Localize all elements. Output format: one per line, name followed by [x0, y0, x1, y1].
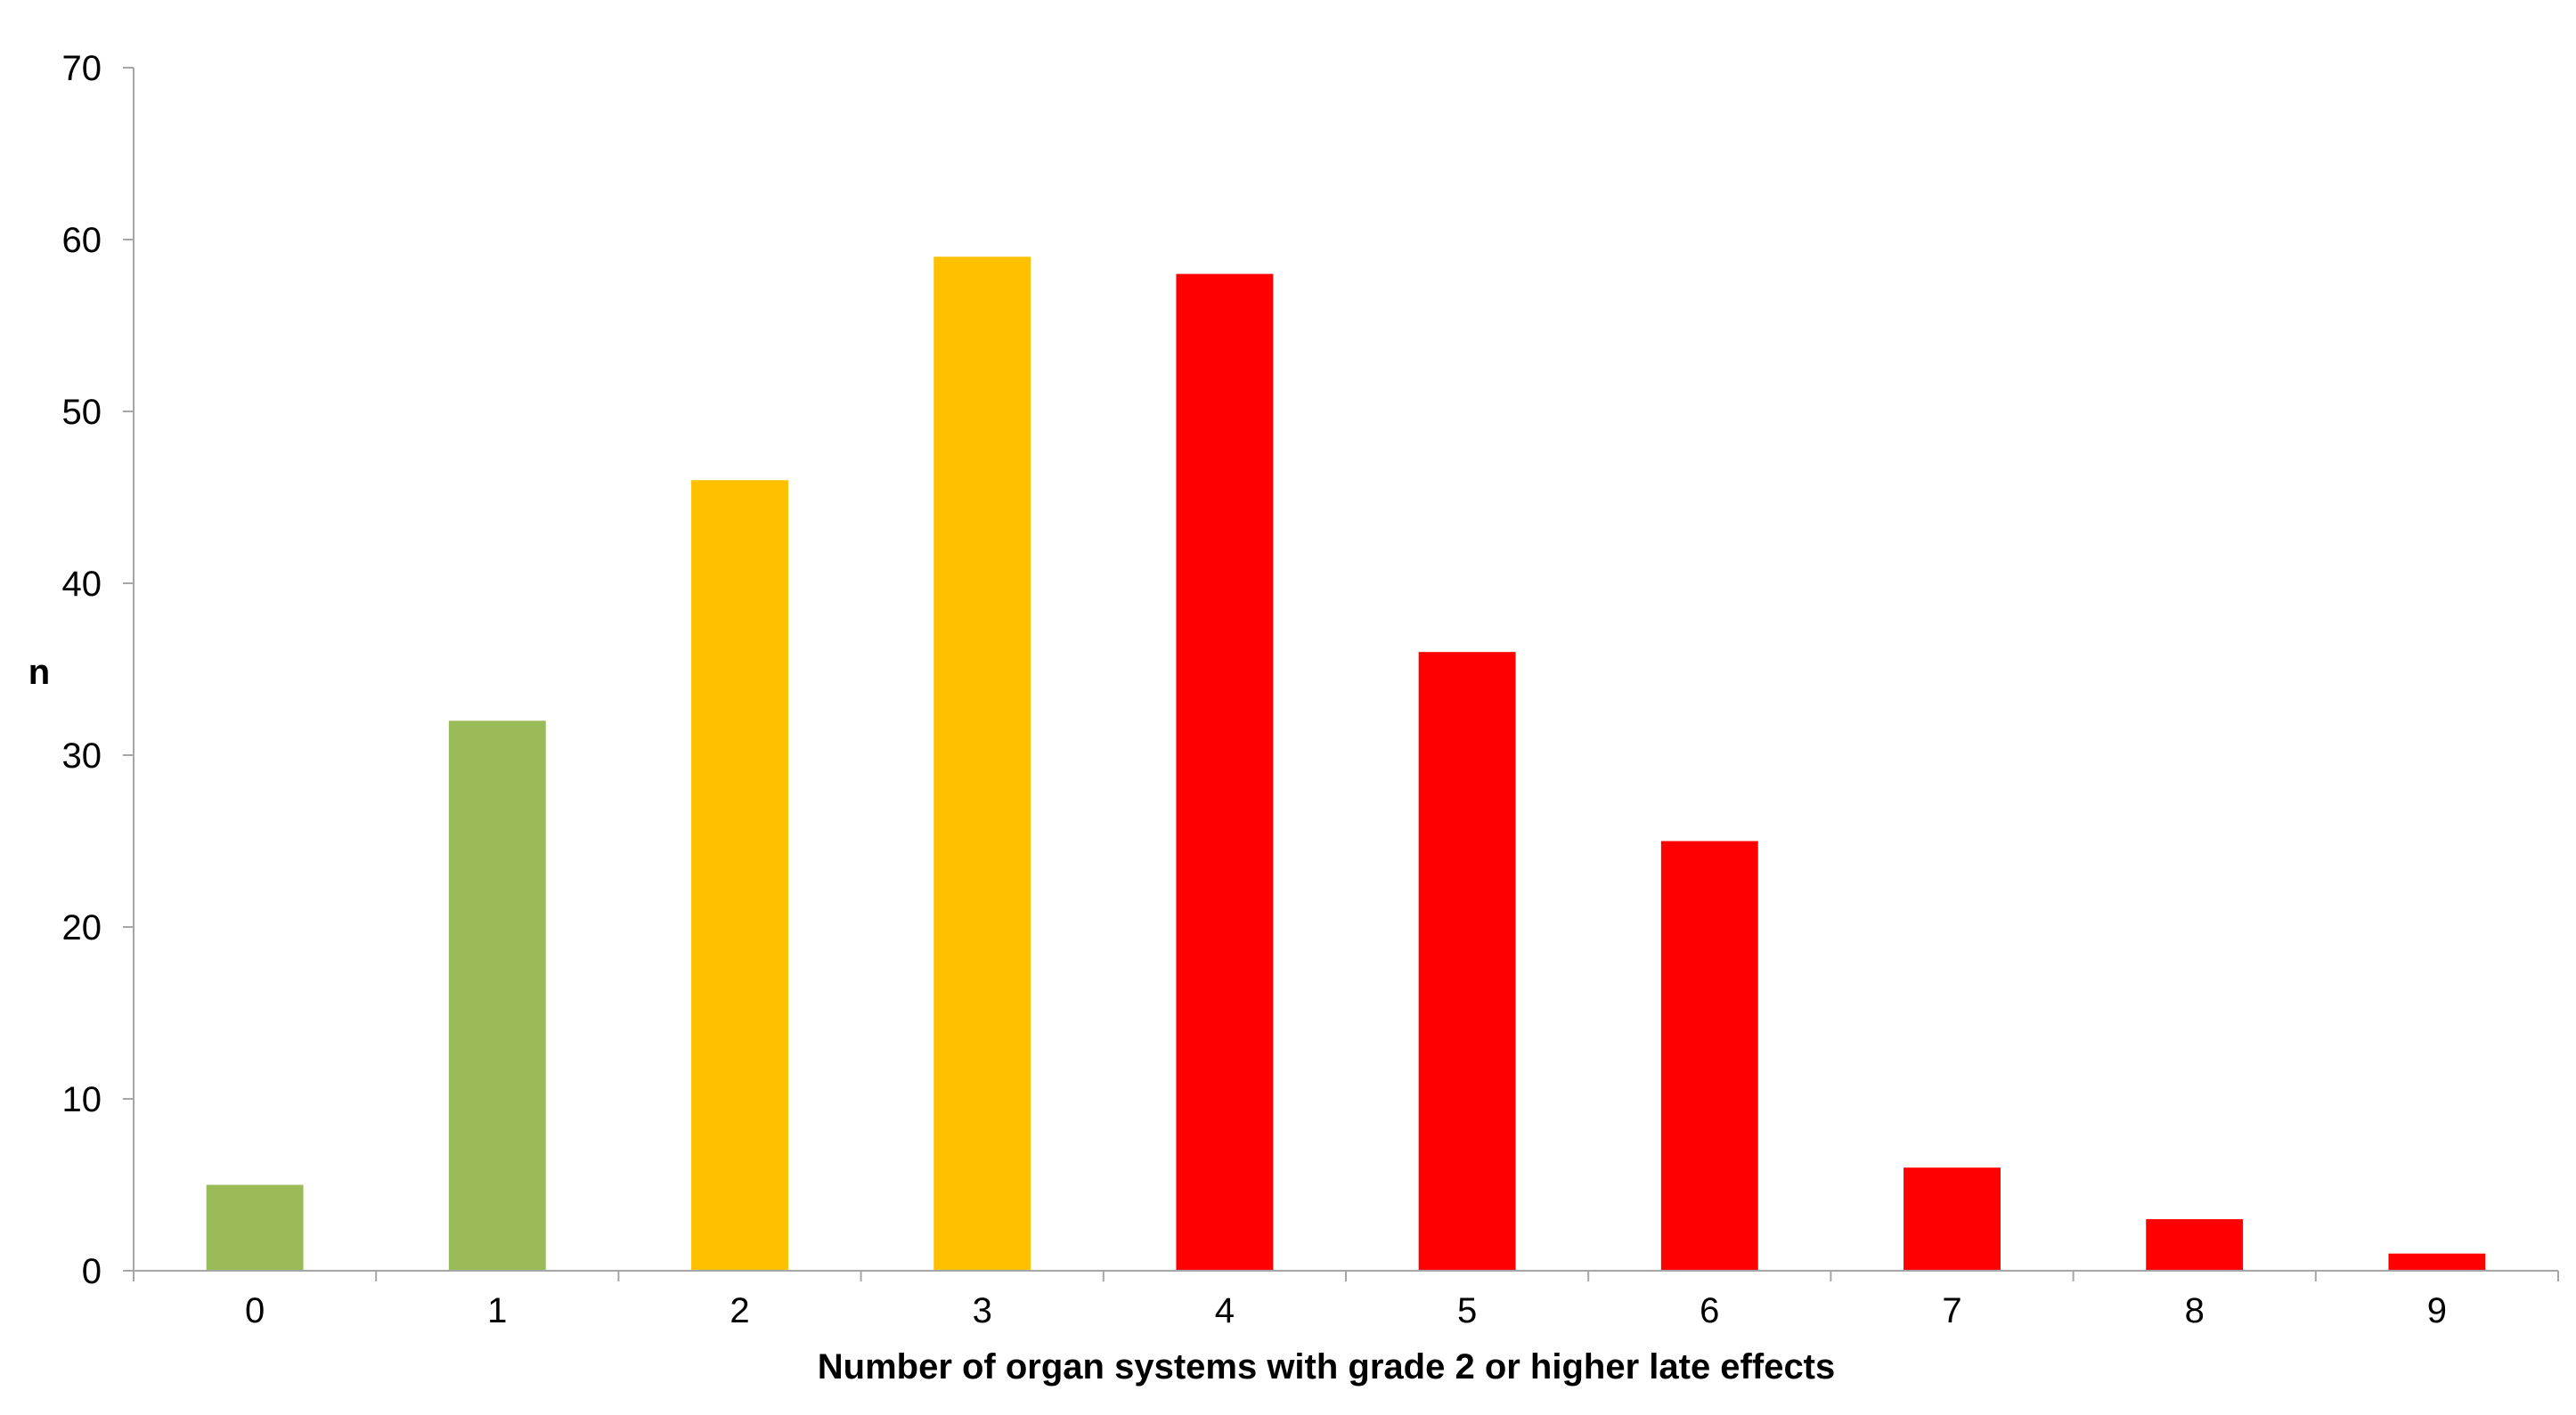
- axes: [133, 68, 2558, 1272]
- y-tick-label: 50: [62, 393, 102, 432]
- y-axis-title: n: [29, 653, 50, 692]
- x-tick-label: 4: [1215, 1291, 1235, 1330]
- x-tick-label: 2: [730, 1291, 749, 1330]
- x-axis-ticks: 0 1 2 3 4 5 6 7 8 9: [133, 1271, 2559, 1330]
- x-tick-label: 7: [1942, 1291, 1961, 1330]
- y-tick-label: 10: [62, 1080, 102, 1119]
- bar-6: [1660, 841, 1758, 1271]
- bars: [206, 256, 2486, 1272]
- y-tick-label: 0: [82, 1252, 102, 1291]
- x-tick-label: 0: [245, 1291, 265, 1330]
- x-tick-label: 5: [1457, 1291, 1477, 1330]
- y-tick-label: 70: [62, 49, 102, 88]
- x-tick-label: 1: [487, 1291, 507, 1330]
- y-tick-label: 40: [62, 565, 102, 604]
- bar-3: [933, 256, 1031, 1271]
- x-tick-label: 9: [2427, 1291, 2447, 1330]
- bar-5: [1418, 652, 1516, 1271]
- y-tick-label: 30: [62, 736, 102, 776]
- y-tick-label: 60: [62, 221, 102, 260]
- y-axis-ticks: 0 10 20 30 40 50 60 70: [62, 49, 134, 1291]
- bar-4: [1176, 273, 1274, 1272]
- y-tick-label: 20: [62, 908, 102, 947]
- bar-1: [448, 720, 546, 1271]
- bar-0: [206, 1184, 304, 1271]
- x-tick-label: 6: [1700, 1291, 1719, 1330]
- bar-9: [2388, 1253, 2486, 1271]
- x-axis-title: Number of organ systems with grade 2 or …: [818, 1347, 1836, 1387]
- bar-7: [1903, 1167, 2001, 1271]
- bar-8: [2146, 1219, 2244, 1271]
- x-tick-label: 3: [973, 1291, 992, 1330]
- x-tick-label: 8: [2185, 1291, 2205, 1330]
- bar-2: [691, 480, 788, 1271]
